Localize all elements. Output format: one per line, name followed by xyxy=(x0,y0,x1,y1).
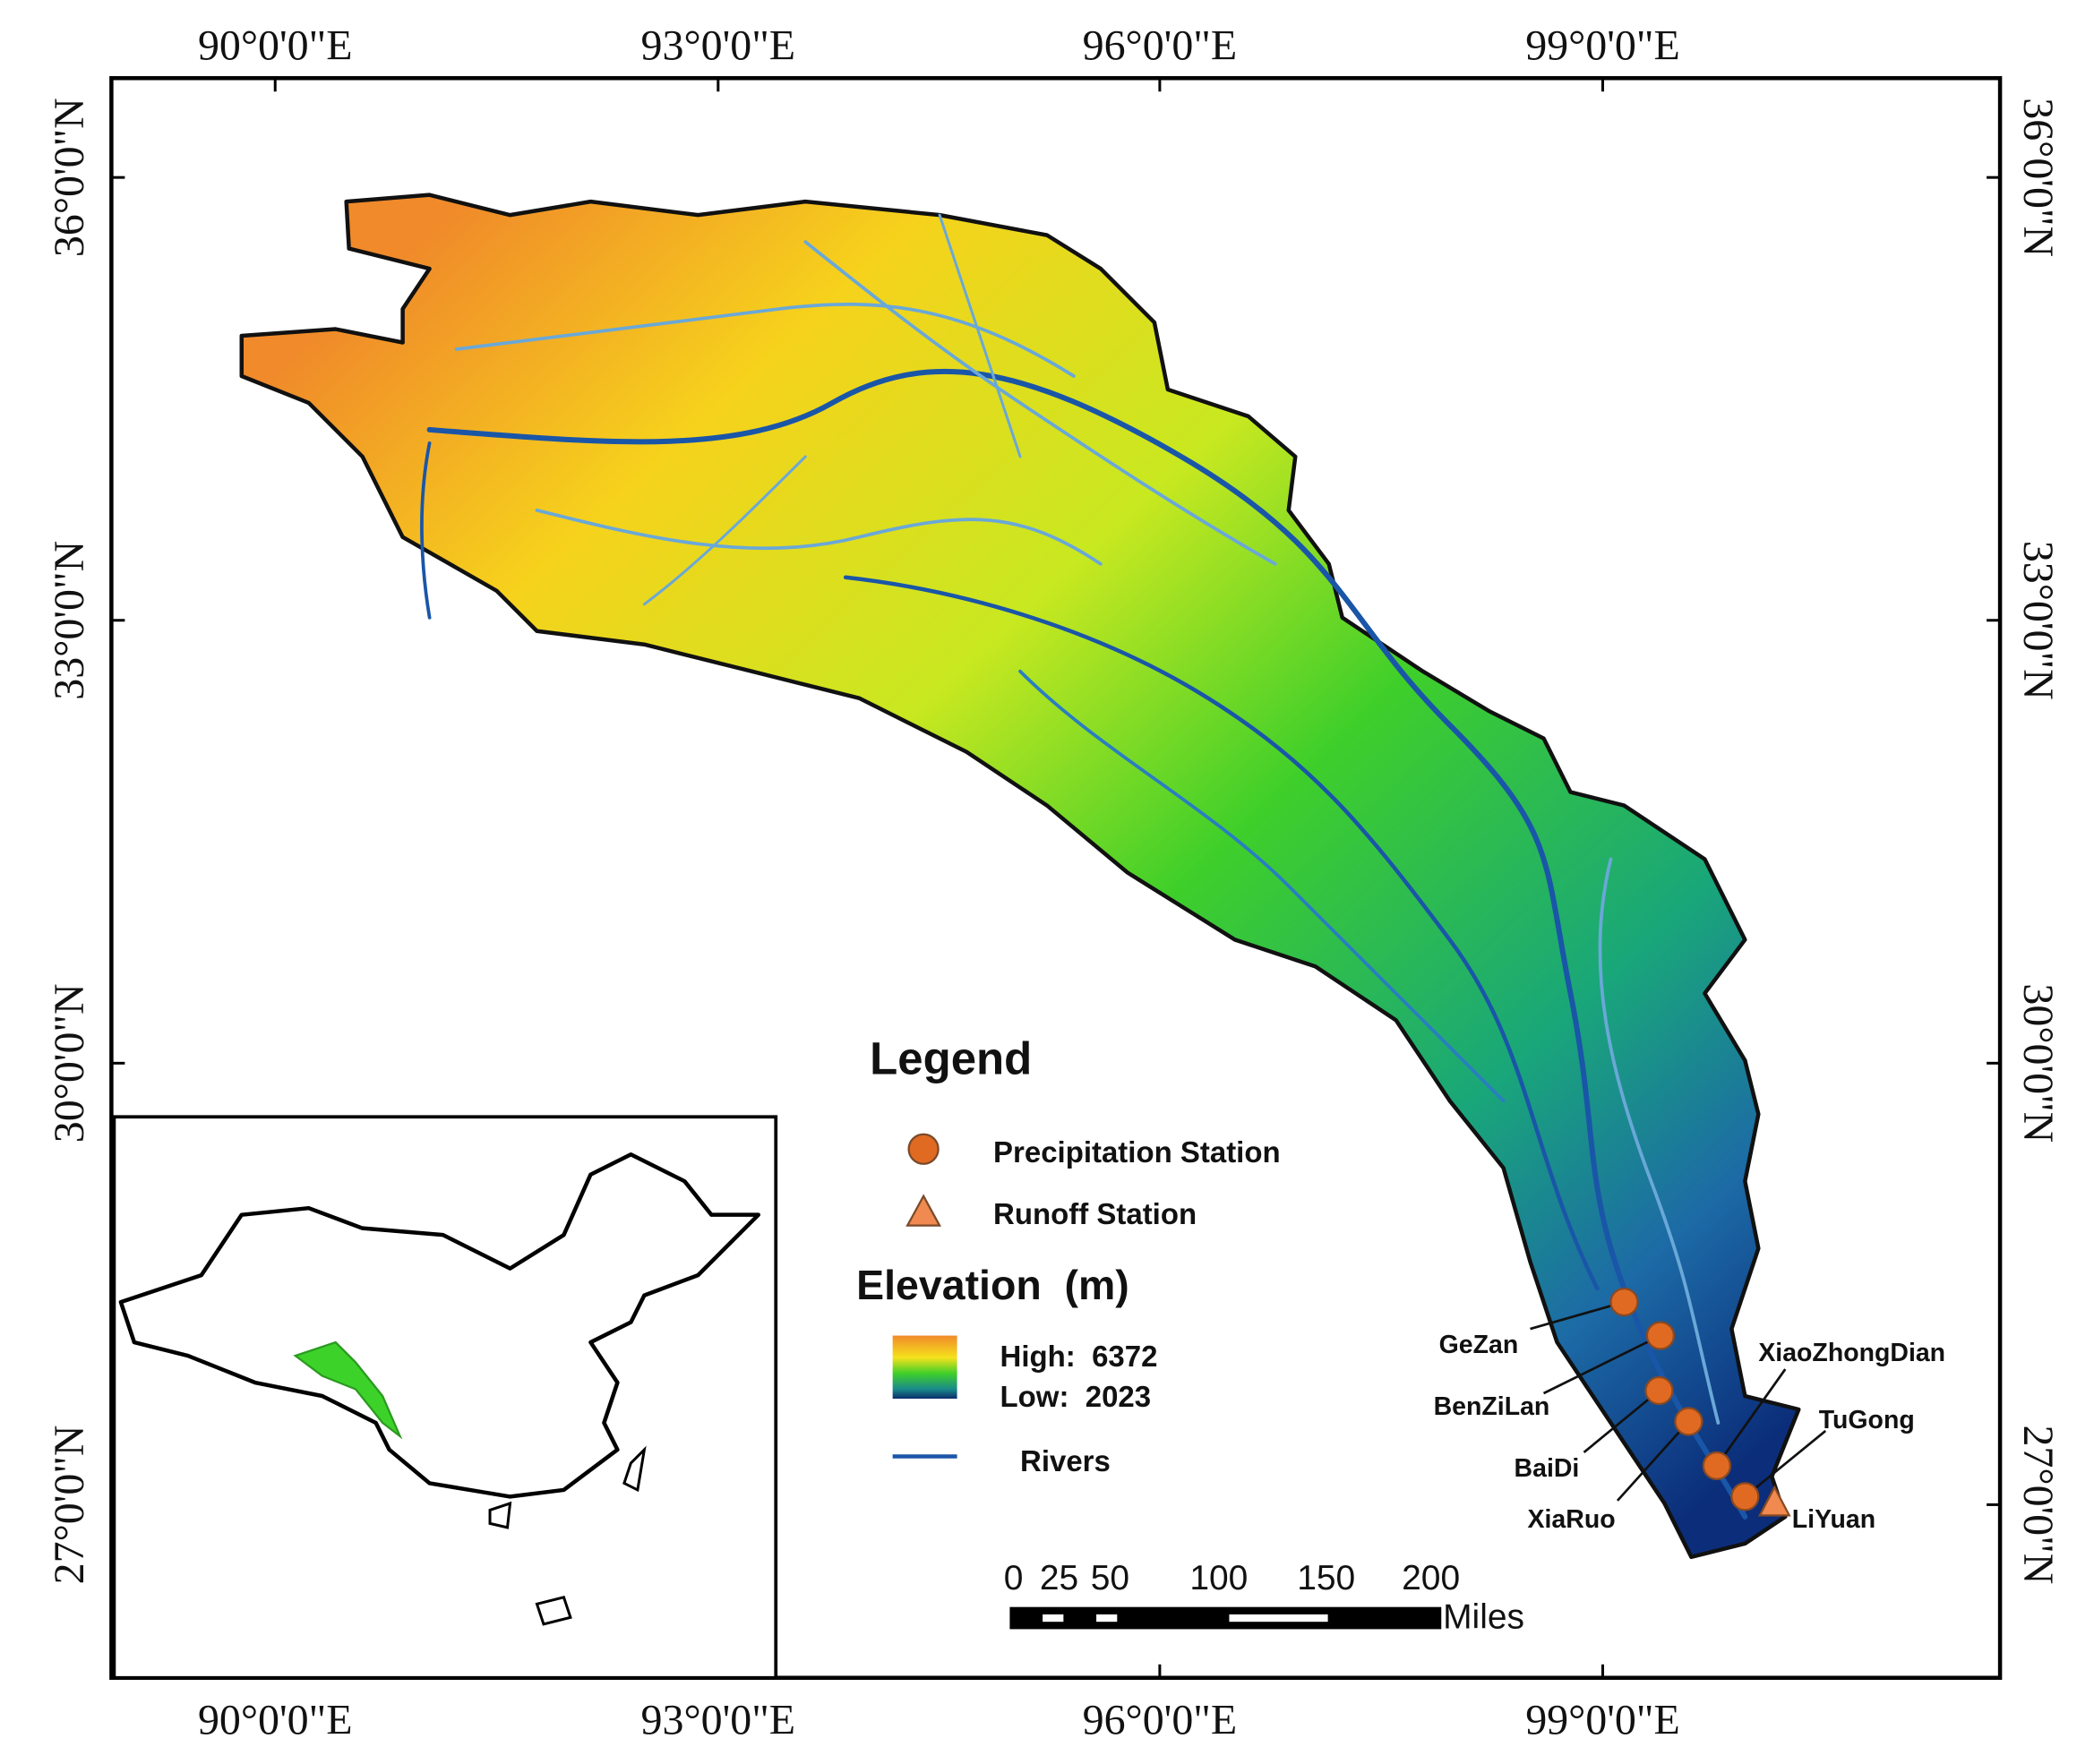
station-label: LiYuan xyxy=(1792,1505,1875,1534)
elevation-high: High: 6372 xyxy=(1000,1340,1158,1373)
station-label: BenZiLan xyxy=(1434,1392,1550,1421)
precipitation-station xyxy=(1645,1321,1676,1350)
precipitation-station xyxy=(1730,1482,1760,1511)
longitude-label: 99°0'0"E xyxy=(1525,21,1680,69)
station-label: TuGong xyxy=(1819,1406,1915,1434)
longitude-label: 93°0'0"E xyxy=(641,1697,796,1744)
scale-bar xyxy=(1009,1606,1442,1630)
latitude-label: 33°0'0"N xyxy=(46,541,93,700)
station-label: XiaoZhongDian xyxy=(1758,1339,1945,1367)
scale-label: 150 xyxy=(1297,1559,1355,1597)
scale-unit: Miles xyxy=(1443,1597,1524,1636)
scale-label: 100 xyxy=(1189,1559,1248,1597)
legend-symbols xyxy=(892,1133,957,1459)
scale-label: 200 xyxy=(1402,1559,1460,1597)
legend-item: Rivers xyxy=(1020,1444,1111,1477)
runoff-station xyxy=(1757,1485,1791,1517)
scale-label: 25 xyxy=(1040,1559,1078,1597)
latitude-label: 33°0'0"N xyxy=(2014,541,2062,700)
station-label: BaiDi xyxy=(1515,1454,1580,1483)
leader-line xyxy=(1542,1334,1661,1395)
elevation-low: Low: 2023 xyxy=(1000,1380,1152,1413)
longitude-label: 99°0'0"E xyxy=(1525,1697,1680,1744)
leader-line xyxy=(1744,1429,1827,1498)
leader-line xyxy=(1715,1368,1787,1467)
legend-title: Legend xyxy=(870,1032,1032,1083)
station-label: XiaRuo xyxy=(1528,1505,1616,1534)
stations: GeZan BenZiLan BaiDi XiaRuo XiaoZhongDian TuG… xyxy=(1434,1287,1945,1534)
latitude-label: 36°0'0"N xyxy=(2014,98,2062,257)
leader-line xyxy=(1530,1300,1625,1331)
latitude-label: 27°0'0"N xyxy=(2014,1425,2062,1584)
precipitation-station xyxy=(1644,1375,1674,1406)
legend-item: Precipitation Station xyxy=(993,1135,1281,1169)
longitude-label: 93°0'0"E xyxy=(641,21,796,69)
station-label: GeZan xyxy=(1439,1331,1519,1359)
scale-label: 0 xyxy=(1004,1559,1024,1597)
inset xyxy=(112,1115,778,1680)
leader-line xyxy=(1616,1420,1690,1502)
scale-label: 50 xyxy=(1091,1559,1129,1597)
precipitation-station xyxy=(1609,1287,1639,1317)
leader-line xyxy=(1583,1389,1661,1453)
precipitation-station xyxy=(1674,1407,1704,1436)
latitude-label: 36°0'0"N xyxy=(46,98,93,257)
elevation-title: Elevation (m) xyxy=(856,1262,1129,1308)
latitude-label: 30°0'0"N xyxy=(2014,983,2062,1143)
longitude-label: 90°0'0"E xyxy=(198,1697,353,1744)
longitude-label: 96°0'0"E xyxy=(1083,21,1238,69)
longitude-label: 90°0'0"E xyxy=(198,21,353,69)
basin xyxy=(239,193,1801,1560)
latitude-label: 27°0'0"N xyxy=(46,1425,93,1584)
legend-item: Runoff Station xyxy=(993,1197,1197,1230)
precipitation-station xyxy=(1702,1451,1731,1481)
latitude-label: 30°0'0"N xyxy=(46,983,93,1143)
rivers xyxy=(420,213,1748,1520)
longitude-label: 96°0'0"E xyxy=(1083,1697,1238,1744)
